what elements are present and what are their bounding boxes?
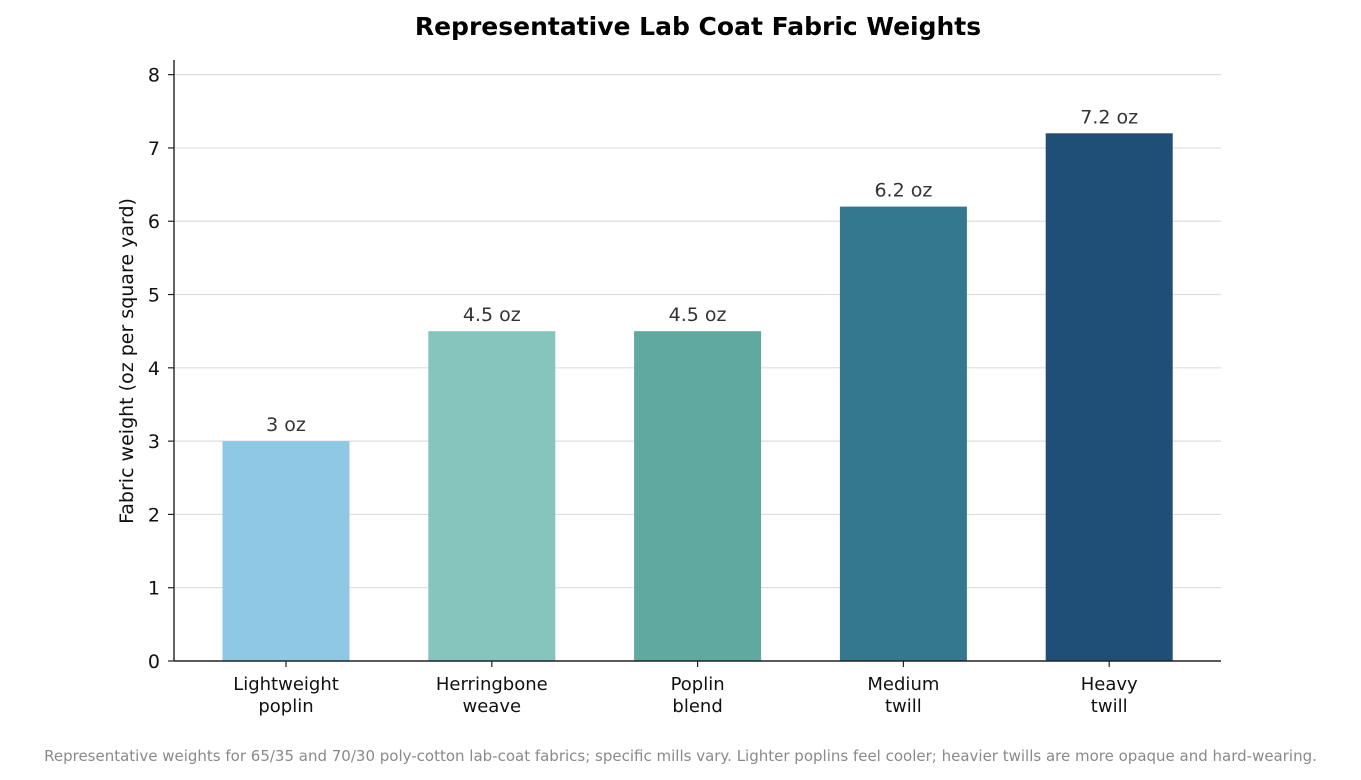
x-tick-label: Heavy: [1081, 674, 1138, 695]
x-tick-label: twill: [1091, 696, 1128, 717]
value-label: 7.2 oz: [1080, 106, 1138, 128]
y-tick-label: 8: [148, 65, 160, 87]
x-tick-label: blend: [672, 696, 722, 717]
value-label: 4.5 oz: [463, 304, 521, 326]
y-tick-label: 4: [148, 358, 160, 380]
value-label: 3 oz: [266, 414, 306, 436]
bar: [428, 331, 556, 661]
y-tick-label: 3: [148, 431, 160, 453]
x-tick-label: Medium: [867, 674, 939, 695]
y-tick-label: 6: [148, 211, 160, 233]
y-tick-label: 2: [148, 504, 160, 526]
chart-title: Representative Lab Coat Fabric Weights: [415, 12, 981, 41]
footnote: Representative weights for 65/35 and 70/…: [44, 747, 1317, 765]
x-tick-label: twill: [885, 696, 922, 717]
value-label: 4.5 oz: [669, 304, 727, 326]
y-tick-label: 5: [148, 285, 160, 307]
bar: [839, 206, 967, 661]
x-tick-label: Lightweight: [233, 674, 339, 695]
bar: [222, 441, 350, 661]
y-tick-label: 7: [148, 138, 160, 160]
x-tick-label: Poplin: [671, 674, 725, 695]
x-tick-label: Herringbone: [436, 674, 548, 695]
y-tick-label: 0: [148, 651, 160, 673]
bars: [222, 133, 1173, 662]
value-label: 6.2 oz: [874, 180, 932, 202]
x-tick-label: poplin: [258, 696, 313, 717]
x-tick-label: weave: [463, 696, 522, 717]
y-axis-label: Fabric weight (oz per square yard): [116, 198, 138, 524]
value-labels: 3 oz 4.5 oz 4.5 oz 6.2 oz 7.2 oz: [266, 106, 1138, 436]
bar: [1045, 133, 1173, 662]
y-tick-label: 1: [148, 578, 160, 600]
bar: [634, 331, 762, 661]
y-ticks: 0 1 2 3 4 5 6 7 8: [148, 65, 174, 673]
